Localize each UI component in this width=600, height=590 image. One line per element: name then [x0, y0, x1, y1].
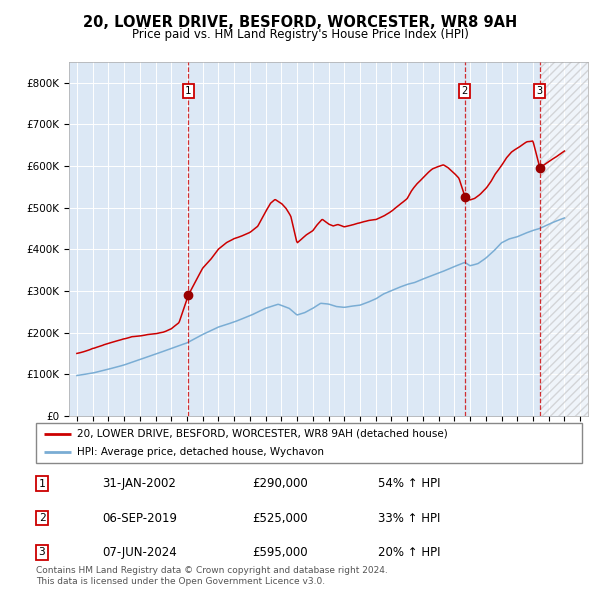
Text: 3: 3 — [38, 548, 46, 557]
Text: £290,000: £290,000 — [252, 477, 308, 490]
Bar — [540, 62, 588, 416]
Text: 1: 1 — [38, 479, 46, 489]
Text: 06-SEP-2019: 06-SEP-2019 — [102, 512, 177, 525]
Text: 1: 1 — [185, 86, 191, 96]
Text: 20, LOWER DRIVE, BESFORD, WORCESTER, WR8 9AH (detached house): 20, LOWER DRIVE, BESFORD, WORCESTER, WR8… — [77, 429, 448, 439]
Text: 2: 2 — [462, 86, 468, 96]
Text: 33% ↑ HPI: 33% ↑ HPI — [378, 512, 440, 525]
Text: 20, LOWER DRIVE, BESFORD, WORCESTER, WR8 9AH: 20, LOWER DRIVE, BESFORD, WORCESTER, WR8… — [83, 15, 517, 30]
Text: 20% ↑ HPI: 20% ↑ HPI — [378, 546, 440, 559]
Text: 07-JUN-2024: 07-JUN-2024 — [102, 546, 177, 559]
Text: 3: 3 — [537, 86, 543, 96]
Text: HPI: Average price, detached house, Wychavon: HPI: Average price, detached house, Wych… — [77, 447, 324, 457]
FancyBboxPatch shape — [36, 423, 582, 463]
Text: 2: 2 — [38, 513, 46, 523]
Text: £595,000: £595,000 — [252, 546, 308, 559]
Text: Price paid vs. HM Land Registry's House Price Index (HPI): Price paid vs. HM Land Registry's House … — [131, 28, 469, 41]
Text: £525,000: £525,000 — [252, 512, 308, 525]
Text: 54% ↑ HPI: 54% ↑ HPI — [378, 477, 440, 490]
Text: 31-JAN-2002: 31-JAN-2002 — [102, 477, 176, 490]
Text: This data is licensed under the Open Government Licence v3.0.: This data is licensed under the Open Gov… — [36, 577, 325, 586]
Text: Contains HM Land Registry data © Crown copyright and database right 2024.: Contains HM Land Registry data © Crown c… — [36, 566, 388, 575]
